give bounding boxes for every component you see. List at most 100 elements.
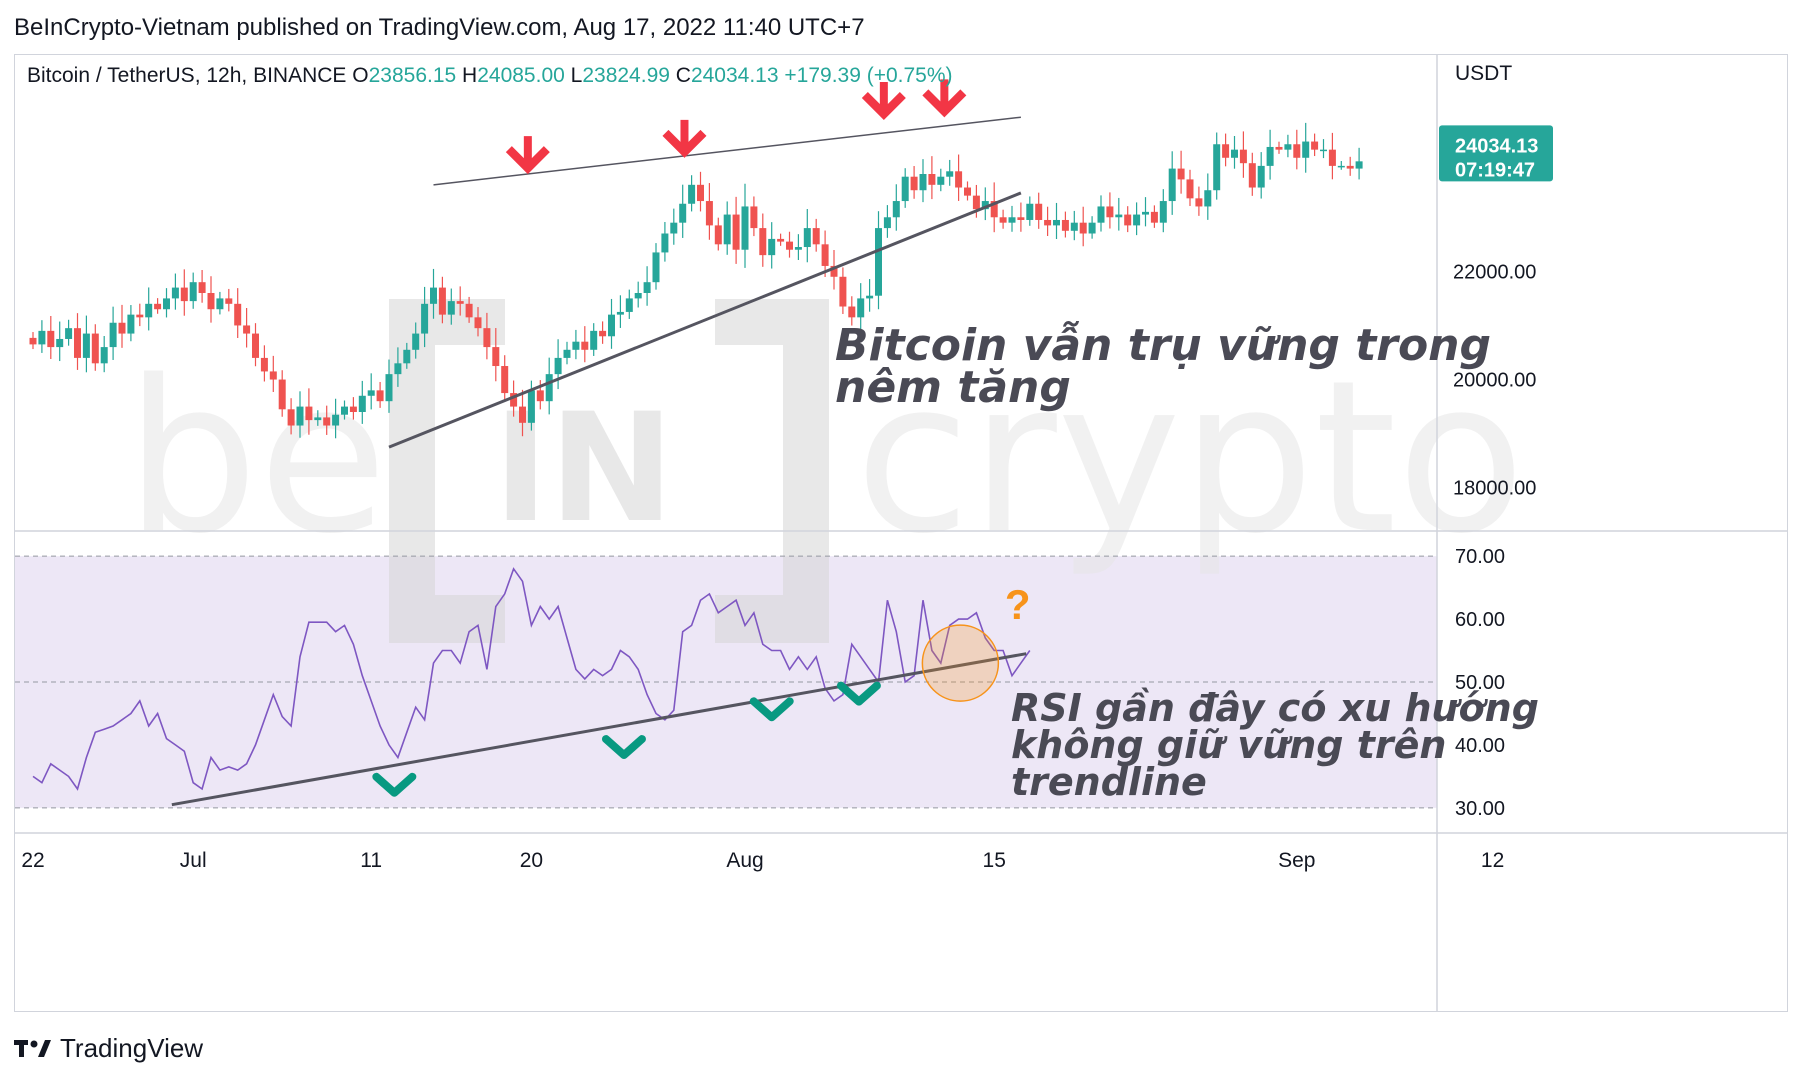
candle-body — [332, 414, 340, 426]
candle-body — [697, 184, 704, 202]
candle-body — [314, 417, 322, 421]
candle-body — [501, 366, 509, 394]
candle-body — [376, 390, 384, 402]
candle-body — [643, 282, 651, 293]
candle-body — [456, 301, 464, 304]
candle-body — [616, 311, 624, 315]
candle-body — [1204, 190, 1212, 207]
candle-body — [145, 303, 153, 318]
candle-body — [118, 322, 126, 334]
candle-body — [812, 228, 820, 245]
candle-body — [955, 171, 963, 188]
candle-body — [705, 201, 713, 226]
candle-body — [536, 390, 544, 402]
candle-body — [91, 333, 99, 364]
rsi-line — [32, 567, 1031, 791]
candle-body — [1239, 149, 1247, 164]
candle-body — [1044, 219, 1052, 226]
candle-body — [1070, 222, 1078, 231]
candle-body — [768, 238, 776, 256]
candle-body — [207, 293, 215, 310]
time-tick-label: 15 — [983, 849, 1006, 872]
candle-body — [412, 333, 420, 350]
last-price-tag — [1439, 125, 1553, 182]
candle-body — [590, 330, 598, 350]
candle-body — [483, 328, 491, 348]
candle-body — [216, 298, 224, 310]
candle-body — [1275, 146, 1283, 150]
candle-body — [1346, 165, 1354, 169]
candle-body — [163, 298, 170, 310]
candle-body — [1213, 144, 1221, 191]
candle-body — [999, 217, 1007, 223]
candle-body — [1061, 219, 1069, 231]
candle-body — [901, 176, 909, 202]
tradingview-chart[interactable]: be IN crypto? Bitcoin vẫn trụ vững trongnêm… — [15, 55, 1787, 1011]
candle-body — [786, 241, 793, 250]
wedge-upper-trendline — [433, 116, 1021, 186]
time-tick-label: Sep — [1278, 849, 1315, 872]
rsi-annotation-line3: trendline — [1011, 760, 1207, 804]
candle-body — [465, 303, 473, 318]
candle-body — [563, 349, 571, 358]
candle-body — [919, 174, 927, 191]
candle-body — [883, 217, 891, 229]
candle-body — [74, 328, 81, 358]
time-tick-label: Jul — [180, 849, 207, 872]
candle-body — [278, 379, 286, 410]
candle-body — [875, 228, 882, 296]
rsi-tick-label: 30.00 — [1455, 798, 1505, 820]
candle-body — [981, 201, 989, 210]
candle-body — [777, 238, 785, 242]
candle-body — [741, 206, 749, 250]
candle-body — [1168, 168, 1176, 202]
candle-body — [65, 328, 73, 339]
candle-body — [732, 214, 740, 250]
last-price-value: 24034.13 — [1455, 135, 1538, 157]
candle-body — [554, 357, 562, 375]
candle-body — [56, 338, 64, 348]
candle-body — [29, 337, 37, 345]
candle-body — [234, 303, 242, 326]
candle-body — [180, 287, 188, 302]
teal-check-icon — [372, 772, 417, 797]
candle-body — [403, 349, 411, 364]
candle-body — [47, 330, 55, 348]
time-tick-label: Aug — [726, 849, 763, 872]
candle-body — [1355, 161, 1363, 169]
publish-line: BeInCrypto-Vietnam published on TradingV… — [14, 14, 865, 41]
candle-body — [928, 174, 936, 185]
candle-body — [910, 176, 918, 191]
rsi-tick-label: 50.00 — [1455, 672, 1505, 694]
teal-check-icon — [749, 697, 794, 722]
candle-body — [599, 330, 607, 337]
candle-body — [430, 287, 437, 304]
candle-body — [964, 187, 971, 196]
candle-body — [946, 171, 954, 177]
candle-body — [474, 317, 482, 329]
candle-body — [1302, 141, 1310, 158]
candle-body — [305, 406, 313, 421]
time-tick-label: 12 — [1481, 849, 1504, 872]
candle-body — [252, 333, 259, 358]
candle-body — [670, 222, 678, 234]
candle-body — [109, 322, 117, 348]
candle-body — [1311, 141, 1319, 150]
highlight-circle — [921, 624, 1000, 702]
teal-check-icon — [836, 681, 881, 706]
currency-label: USDT — [1455, 62, 1512, 85]
candle-body — [323, 417, 331, 426]
price-tick-label: 22000.00 — [1453, 261, 1536, 283]
candle-body — [1159, 201, 1167, 223]
candle-body — [1293, 144, 1301, 158]
candle-body — [421, 303, 429, 334]
candle-body — [510, 393, 518, 407]
rsi-trendline — [171, 652, 1027, 807]
candle-body — [1231, 149, 1238, 158]
candle-body — [1035, 203, 1043, 220]
candle-body — [803, 228, 811, 248]
candle-body — [839, 276, 847, 307]
candle-body — [349, 406, 357, 412]
candle-body — [1186, 179, 1194, 199]
tradingview-brand: TradingView — [60, 1032, 204, 1063]
